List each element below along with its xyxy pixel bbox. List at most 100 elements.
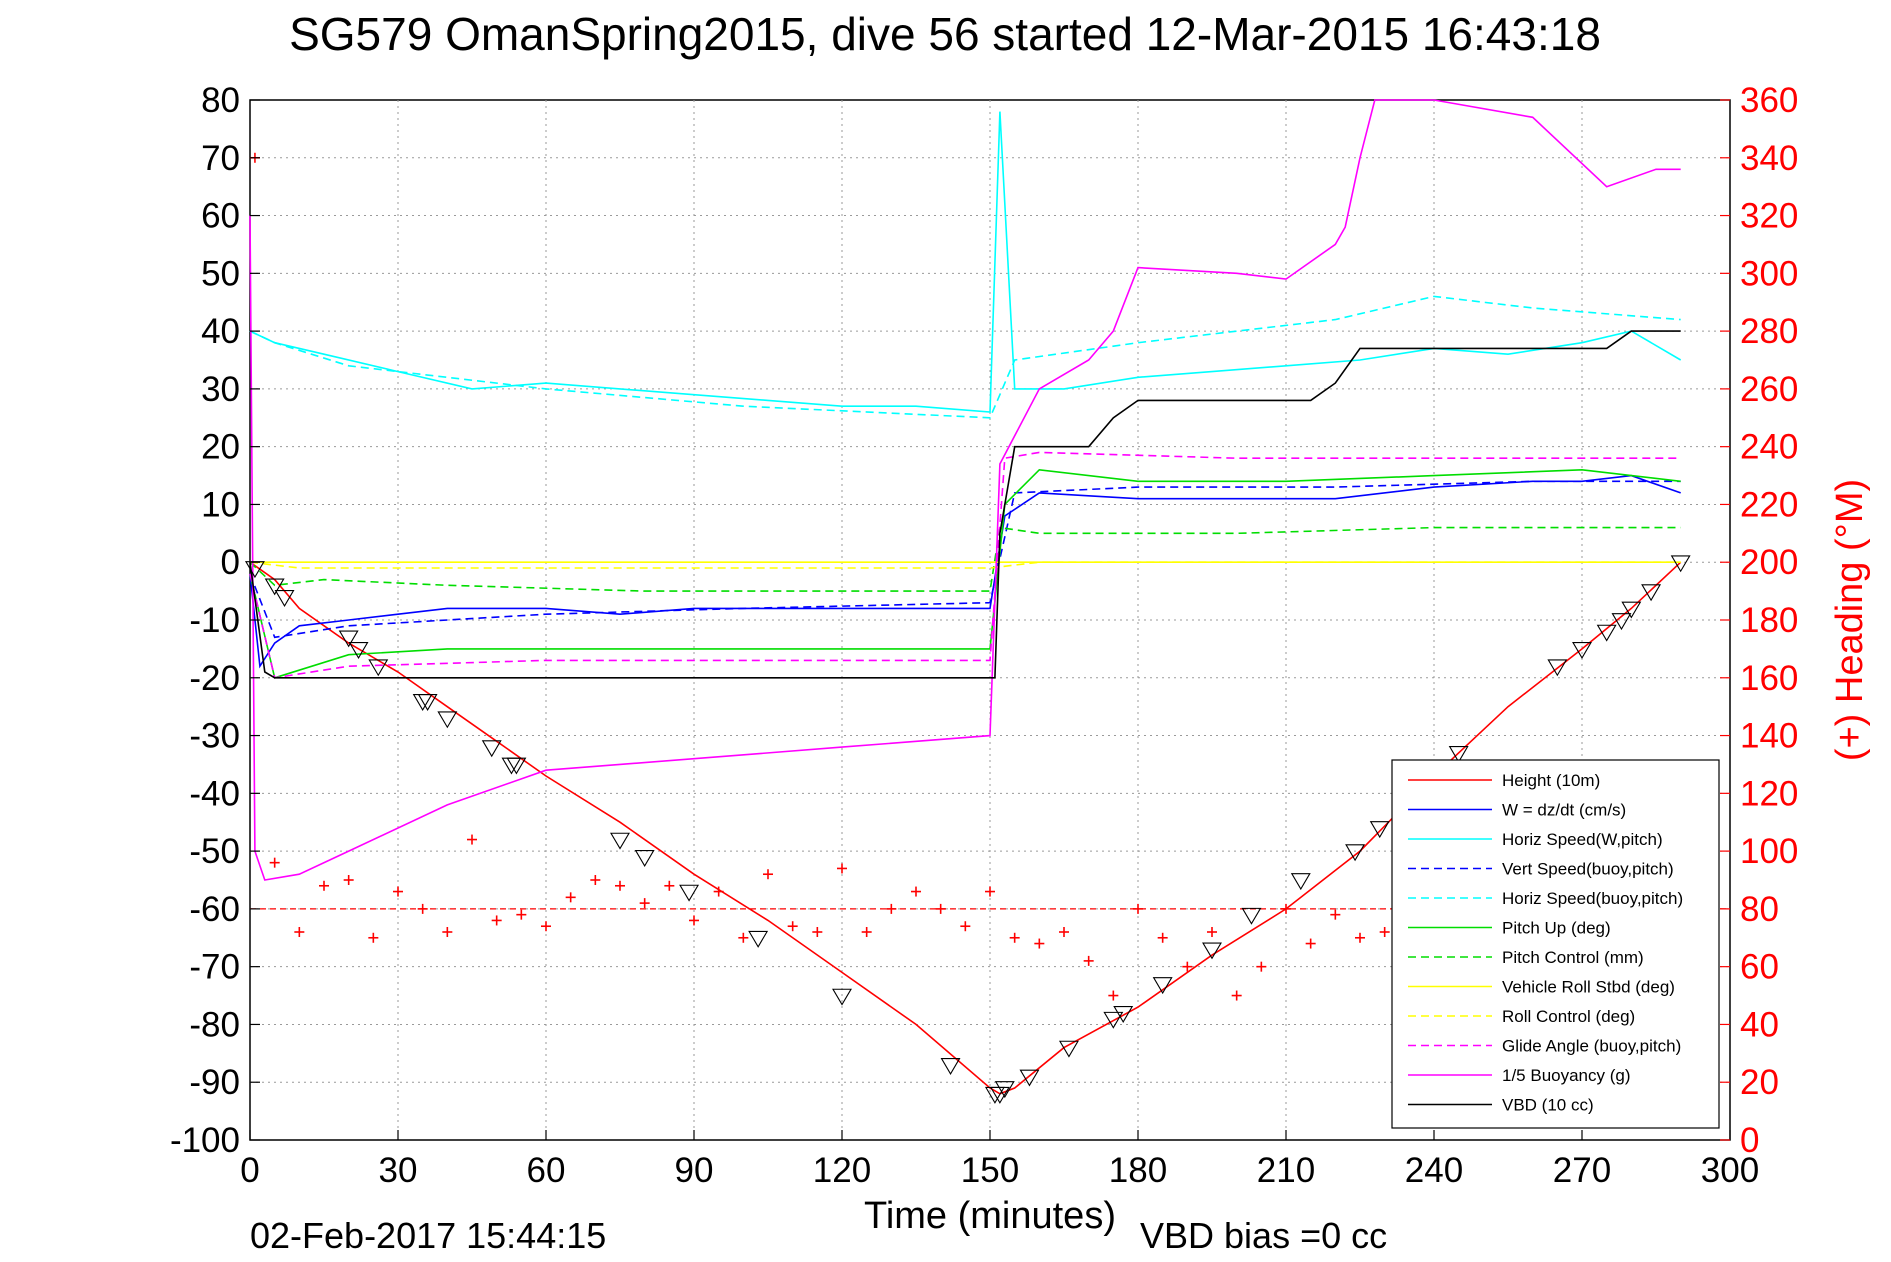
series-line (249, 561, 1681, 569)
series-line (249, 526, 1681, 592)
heading-point (417, 903, 428, 914)
y-right-tick-label: 260 (1740, 370, 1798, 409)
heading-point (713, 886, 724, 897)
heading-point (837, 863, 847, 874)
y-right-tick-label: 160 (1740, 659, 1798, 698)
legend-label: Pitch Up (deg) (1502, 919, 1611, 938)
y-right-tick-label: 180 (1740, 601, 1798, 640)
y-tick-label: 0 (221, 543, 240, 582)
heading-point (1083, 955, 1094, 966)
heading-point (343, 875, 354, 885)
heading-point (269, 857, 280, 868)
heading-point (1355, 932, 1365, 943)
depth-marker (368, 659, 389, 677)
heading-point (1256, 961, 1267, 972)
legend: Height (10m) W = dz/dt (cm/s) Horiz Speed(… (1391, 759, 1720, 1129)
depth-marker (1058, 1040, 1079, 1058)
y-right-tick-label: 40 (1740, 1005, 1779, 1044)
y-axis-right-label: (+) Heading (°M) (1829, 479, 1871, 761)
series-line (249, 111, 1682, 413)
y-tick-label: -50 (189, 832, 240, 871)
y-axis-left: 80 70 60 50 40 30 20 10 0 -10 -20 -30 -40 -50 -60 -70 -8… (170, 81, 260, 1160)
depth-marker (1019, 1069, 1040, 1087)
depth-marker (989, 1086, 1010, 1104)
depth-marker (1152, 977, 1173, 995)
x-tick-label: 300 (1701, 1151, 1759, 1190)
y-right-tick-label: 20 (1740, 1063, 1779, 1102)
depth-marker (1290, 873, 1311, 891)
depth-marker (437, 711, 458, 729)
heading-point (442, 927, 453, 937)
depth-marker (1202, 942, 1222, 960)
heading-point (985, 886, 995, 897)
y-tick-label: -40 (189, 774, 240, 813)
y-right-tick-label: 140 (1740, 717, 1798, 756)
depth-marker (417, 694, 438, 711)
heading-point (565, 892, 576, 903)
heading-point (393, 886, 403, 897)
heading-point (1133, 903, 1143, 914)
y-tick-label: -80 (189, 1005, 240, 1044)
heading-point (763, 869, 773, 880)
depth-marker (634, 850, 655, 867)
heading-point (1034, 938, 1045, 949)
heading-point (639, 898, 650, 909)
depth-marker (1572, 642, 1592, 659)
depth-marker (1113, 1006, 1134, 1023)
footer-date: 02-Feb-2017 15:44:15 (250, 1215, 606, 1256)
heading-point (368, 932, 379, 943)
heading-point (812, 927, 823, 937)
y-tick-label: 70 (201, 139, 240, 178)
heading-point (689, 915, 699, 926)
depth-marker (348, 642, 369, 659)
legend-label: Vehicle Roll Stbd (deg) (1502, 978, 1675, 997)
y-tick-label: 80 (201, 81, 240, 120)
depth-marker (1103, 1011, 1124, 1029)
depth-marker (1369, 821, 1390, 839)
heading-point (1157, 932, 1168, 943)
y-right-tick-label: 60 (1740, 948, 1779, 987)
x-tick-label: 60 (527, 1151, 566, 1190)
y-right-tick-label: 340 (1740, 139, 1798, 178)
y-tick-label: 50 (201, 254, 240, 293)
depth-marker (748, 930, 769, 948)
depth-marker (1611, 613, 1632, 631)
heading-point (1330, 909, 1341, 920)
legend-label: 1/5 Buoyancy (g) (1502, 1066, 1631, 1085)
heading-point (1305, 938, 1316, 949)
series-line (249, 295, 1681, 419)
depth-marker (1448, 746, 1469, 763)
x-tick-label: 150 (961, 1151, 1019, 1190)
x-axis: 0 30 60 90 120 150 180 210 240 270 300 (240, 1130, 1759, 1190)
x-tick-label: 210 (1257, 1151, 1315, 1190)
depth-marker (832, 988, 852, 1006)
depth-marker (1641, 584, 1662, 602)
y-right-tick-label: 320 (1740, 197, 1798, 236)
depth-marker (1547, 659, 1568, 677)
x-axis-label: Time (minutes) (864, 1195, 1116, 1237)
heading-point (1108, 990, 1119, 1001)
heading-point (319, 880, 329, 891)
series-line (249, 480, 1681, 639)
legend-label: Glide Angle (buoy,pitch) (1502, 1037, 1681, 1056)
heading-point (541, 921, 551, 932)
y-axis-right: 3603403203002802602402202001801601401201… (1720, 81, 1798, 1160)
depth-marker (679, 884, 700, 902)
depth-marker (338, 630, 359, 648)
y-right-tick-label: 120 (1740, 774, 1798, 813)
y-tick-label: -70 (189, 948, 240, 987)
marker-layer (244, 555, 1691, 1104)
depth-marker (274, 590, 295, 607)
heading-point (615, 880, 625, 891)
heading-point (1182, 961, 1193, 972)
heading-point (960, 921, 971, 932)
legend-label: VBD (10 cc) (1502, 1096, 1594, 1115)
heading-point (1009, 932, 1020, 943)
series-line (249, 330, 1681, 679)
depth-marker (264, 578, 285, 596)
depth-marker (1345, 844, 1366, 862)
series-line (249, 468, 1681, 679)
heading-point (1207, 927, 1217, 937)
depth-marker (1241, 907, 1262, 925)
y-right-tick-label: 220 (1740, 485, 1798, 524)
